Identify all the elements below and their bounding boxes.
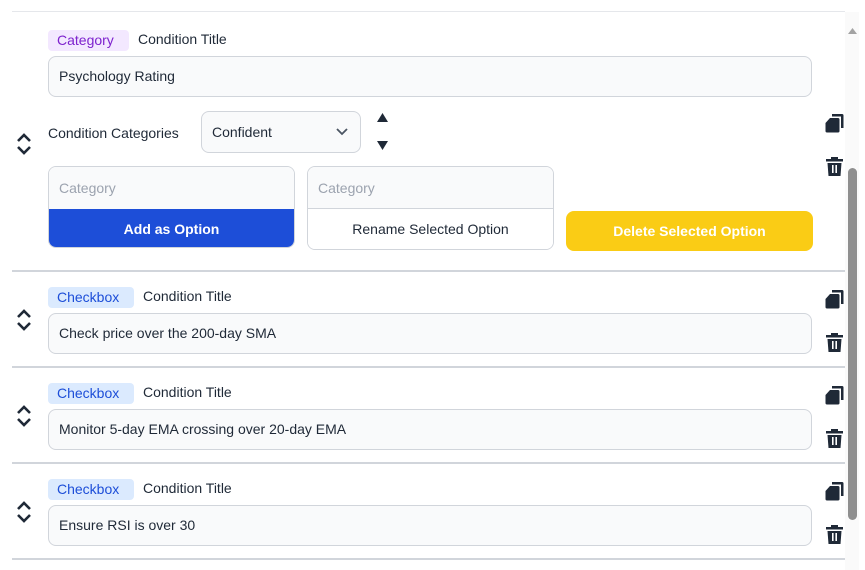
reorder-chevrons-icon[interactable] [15,131,33,157]
checkbox-tag: Checkbox [48,479,134,500]
delete-selected-option-button[interactable]: Delete Selected Option [566,211,813,251]
copy-icon[interactable] [825,113,844,133]
section-divider [12,270,845,272]
checkbox-tag: Checkbox [48,287,134,308]
rename-category-input[interactable]: Category [308,167,553,209]
condition-title-input[interactable]: Ensure RSI is over 30 [48,505,812,546]
scrollbar-thumb[interactable] [848,168,857,520]
scroll-up-arrow-icon[interactable] [848,28,857,34]
trash-icon[interactable] [825,332,844,352]
copy-icon[interactable] [825,289,844,309]
section-divider [12,462,845,464]
scrollbar[interactable] [845,12,859,570]
condition-title-label: Condition Title [138,31,227,47]
condition-title-input[interactable]: Check price over the 200-day SMA [48,313,812,354]
section-divider [12,366,845,368]
condition-title-label: Condition Title [143,288,232,304]
trash-icon[interactable] [825,428,844,448]
trash-icon[interactable] [825,156,844,176]
rename-selected-option-button[interactable]: Rename Selected Option [308,209,553,249]
condition-title-input[interactable]: Psychology Rating [48,56,812,97]
category-tag: Category [48,30,129,51]
condition-title-label: Condition Title [143,384,232,400]
rename-option-group: Category Rename Selected Option [307,166,554,250]
condition-title-input[interactable]: Monitor 5-day EMA crossing over 20-day E… [48,409,812,450]
move-option-down-icon[interactable] [376,140,389,151]
copy-icon[interactable] [825,481,844,501]
condition-title-label: Condition Title [143,480,232,496]
section-divider [12,558,845,560]
trash-icon[interactable] [825,524,844,544]
top-divider [12,11,845,12]
checkbox-tag: Checkbox [48,383,134,404]
chevron-down-icon [336,128,348,136]
condition-categories-label: Condition Categories [48,125,179,141]
reorder-chevrons-icon[interactable] [15,403,33,429]
add-category-input[interactable]: Category [49,167,294,209]
copy-icon[interactable] [825,385,844,405]
add-option-group: Category Add as Option [48,166,295,248]
reorder-chevrons-icon[interactable] [15,307,33,333]
reorder-chevrons-icon[interactable] [15,499,33,525]
add-as-option-button[interactable]: Add as Option [49,209,294,247]
category-select[interactable]: Confident [201,111,361,153]
selected-category: Confident [212,124,272,140]
move-option-up-icon[interactable] [376,112,389,123]
